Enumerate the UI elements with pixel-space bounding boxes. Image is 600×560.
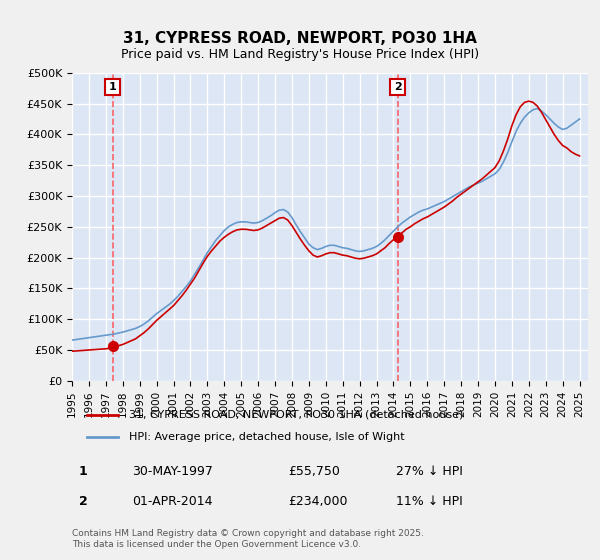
Text: £55,750: £55,750	[288, 465, 340, 478]
Text: 2: 2	[79, 494, 88, 508]
Text: 1: 1	[79, 465, 88, 478]
Text: Price paid vs. HM Land Registry's House Price Index (HPI): Price paid vs. HM Land Registry's House …	[121, 48, 479, 60]
Text: 30-MAY-1997: 30-MAY-1997	[132, 465, 213, 478]
Text: HPI: Average price, detached house, Isle of Wight: HPI: Average price, detached house, Isle…	[129, 432, 404, 442]
Text: 31, CYPRESS ROAD, NEWPORT, PO30 1HA (detached house): 31, CYPRESS ROAD, NEWPORT, PO30 1HA (det…	[129, 409, 463, 419]
Text: 2: 2	[394, 82, 401, 92]
Text: 01-APR-2014: 01-APR-2014	[132, 494, 212, 508]
Text: £234,000: £234,000	[288, 494, 347, 508]
Text: 11% ↓ HPI: 11% ↓ HPI	[396, 494, 463, 508]
Text: 31, CYPRESS ROAD, NEWPORT, PO30 1HA: 31, CYPRESS ROAD, NEWPORT, PO30 1HA	[123, 31, 477, 46]
Text: 1: 1	[109, 82, 116, 92]
Text: Contains HM Land Registry data © Crown copyright and database right 2025.
This d: Contains HM Land Registry data © Crown c…	[72, 529, 424, 549]
Text: 27% ↓ HPI: 27% ↓ HPI	[396, 465, 463, 478]
